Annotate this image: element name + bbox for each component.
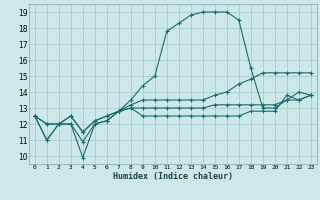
X-axis label: Humidex (Indice chaleur): Humidex (Indice chaleur) [113, 172, 233, 181]
